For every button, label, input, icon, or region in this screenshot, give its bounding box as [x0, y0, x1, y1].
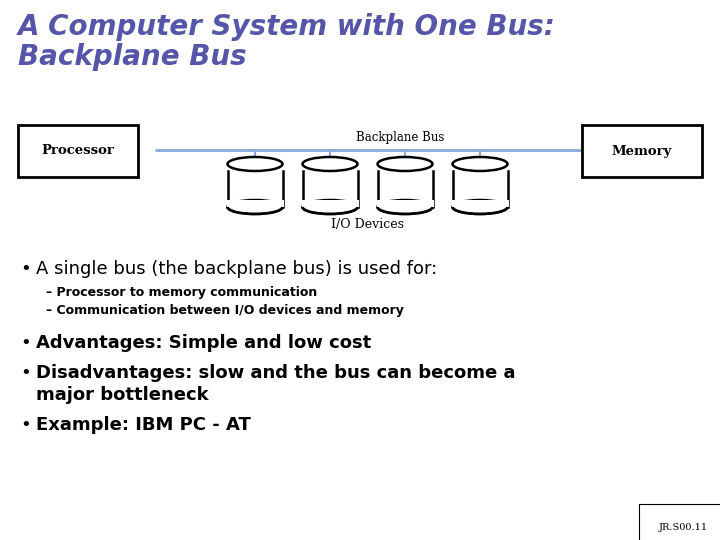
Bar: [302, 171, 358, 207]
Text: – Processor to memory communication: – Processor to memory communication: [46, 286, 318, 299]
Bar: [377, 171, 433, 207]
Ellipse shape: [228, 200, 282, 214]
Ellipse shape: [452, 200, 508, 214]
Text: Disadvantages: slow and the bus can become a: Disadvantages: slow and the bus can beco…: [36, 364, 516, 382]
Text: – Communication between I/O devices and memory: – Communication between I/O devices and …: [46, 304, 404, 317]
Bar: [302, 199, 359, 207]
Text: A Computer System with One Bus:: A Computer System with One Bus:: [18, 13, 556, 41]
Text: •: •: [20, 334, 31, 352]
Ellipse shape: [452, 157, 508, 171]
Text: JR.S00.11: JR.S00.11: [659, 523, 708, 532]
Text: I/O Devices: I/O Devices: [331, 218, 404, 231]
Bar: [228, 171, 282, 207]
Text: •: •: [20, 416, 31, 434]
Ellipse shape: [228, 157, 282, 171]
Ellipse shape: [302, 157, 358, 171]
FancyBboxPatch shape: [582, 125, 702, 177]
Text: major bottleneck: major bottleneck: [36, 386, 209, 404]
Bar: [451, 199, 508, 207]
Text: Advantages: Simple and low cost: Advantages: Simple and low cost: [36, 334, 372, 352]
Text: •: •: [20, 364, 31, 382]
Text: Backplane Bus: Backplane Bus: [356, 131, 444, 144]
Ellipse shape: [377, 200, 433, 214]
Text: A single bus (the backplane bus) is used for:: A single bus (the backplane bus) is used…: [36, 260, 437, 278]
Ellipse shape: [377, 157, 433, 171]
FancyBboxPatch shape: [18, 125, 138, 177]
Bar: [452, 171, 508, 207]
Ellipse shape: [302, 200, 358, 214]
Text: Example: IBM PC - AT: Example: IBM PC - AT: [36, 416, 251, 434]
Bar: [227, 199, 284, 207]
Bar: [377, 199, 433, 207]
Text: Backplane Bus: Backplane Bus: [18, 43, 247, 71]
Text: Memory: Memory: [612, 145, 672, 158]
Text: •: •: [20, 260, 31, 278]
Text: Processor: Processor: [42, 145, 114, 158]
